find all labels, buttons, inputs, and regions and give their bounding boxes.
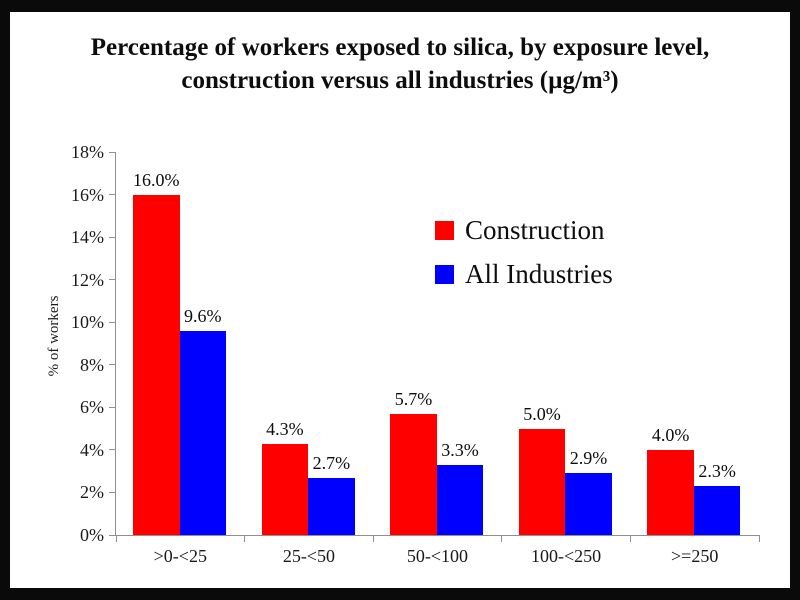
legend-entry-construction: Construction xyxy=(435,208,613,252)
legend: Construction All Industries xyxy=(435,208,613,296)
bar-construction-2 xyxy=(390,413,437,535)
x-category-label: 25-<50 xyxy=(282,546,335,566)
bar-all-industries-4 xyxy=(693,486,741,535)
y-tick-label: 6% xyxy=(80,397,104,418)
x-tick-mark xyxy=(629,535,631,542)
bar-all-industries-0 xyxy=(179,330,226,535)
x-category-label: 50-<100 xyxy=(406,546,469,566)
bar-value-label: 2.3% xyxy=(698,461,736,482)
chart-title: Percentage of workers exposed to silica,… xyxy=(10,32,790,97)
bar-construction-0 xyxy=(133,194,180,535)
y-tick-mark xyxy=(109,406,116,408)
y-tick-label: 12% xyxy=(71,269,104,290)
chart-title-line2: construction versus all industries (µg/m… xyxy=(181,66,619,94)
y-tick-mark xyxy=(109,321,116,323)
bar-all-industries-2 xyxy=(436,464,484,535)
y-tick-label: 8% xyxy=(80,354,104,375)
legend-swatch-construction xyxy=(435,220,454,240)
x-category-label: 100-<250 xyxy=(531,546,602,566)
y-tick-mark xyxy=(109,236,116,238)
y-tick-label: 16% xyxy=(71,184,104,205)
y-tick-label: 18% xyxy=(71,142,104,162)
bar-value-label: 2.9% xyxy=(569,448,608,469)
y-tick-label: 2% xyxy=(80,482,104,503)
bar-value-label: 2.7% xyxy=(312,452,351,473)
x-category-label: >0-<25 xyxy=(153,546,207,566)
bar-construction-3 xyxy=(518,428,566,535)
x-tick-mark xyxy=(244,535,246,542)
legend-label-construction: Construction xyxy=(465,214,605,245)
bar-all-industries-3 xyxy=(565,473,612,535)
bar-value-label: 16.0% xyxy=(133,169,180,190)
x-tick-mark xyxy=(501,535,503,542)
legend-label-all-industries: All Industries xyxy=(465,258,613,289)
y-axis-title: % of workers xyxy=(46,295,62,377)
bar-value-label: 9.6% xyxy=(184,305,222,326)
bar-value-label: 5.0% xyxy=(523,403,561,424)
bar-all-industries-1 xyxy=(308,477,355,535)
plot-area: 0% 2% 4% 6% 8% 10% 12% 14% 16% 18% >0-<25 16.0% 9.6%… xyxy=(71,142,760,566)
x-tick-mark xyxy=(115,535,117,542)
bar-value-label: 4.0% xyxy=(651,424,690,445)
y-tick-mark xyxy=(109,449,116,451)
x-tick-mark xyxy=(372,535,374,542)
y-tick-label: 14% xyxy=(71,227,104,248)
y-tick-label: 0% xyxy=(80,525,104,545)
bar-construction-4 xyxy=(647,449,694,535)
bar-value-label: 3.3% xyxy=(441,439,479,460)
bar-value-label: 5.7% xyxy=(394,388,433,409)
y-tick-mark xyxy=(109,279,116,281)
y-tick-label: 4% xyxy=(80,439,104,460)
slide: Percentage of workers exposed to silica,… xyxy=(10,12,790,588)
bar-construction-1 xyxy=(261,443,309,535)
x-tick-mark xyxy=(758,535,760,542)
y-tick-mark xyxy=(109,364,116,366)
y-tick-mark xyxy=(109,151,116,153)
y-tick-mark xyxy=(109,491,116,493)
bar-value-label: 4.3% xyxy=(266,418,304,439)
y-tick-label: 10% xyxy=(71,312,104,333)
chart-title-line1: Percentage of workers exposed to silica,… xyxy=(90,34,710,61)
legend-swatch-all-industries xyxy=(435,264,454,284)
x-category-label: >=250 xyxy=(671,546,719,566)
legend-entry-all-industries: All Industries xyxy=(435,252,613,296)
y-tick-mark xyxy=(109,194,116,196)
y-tick-mark xyxy=(109,534,116,536)
